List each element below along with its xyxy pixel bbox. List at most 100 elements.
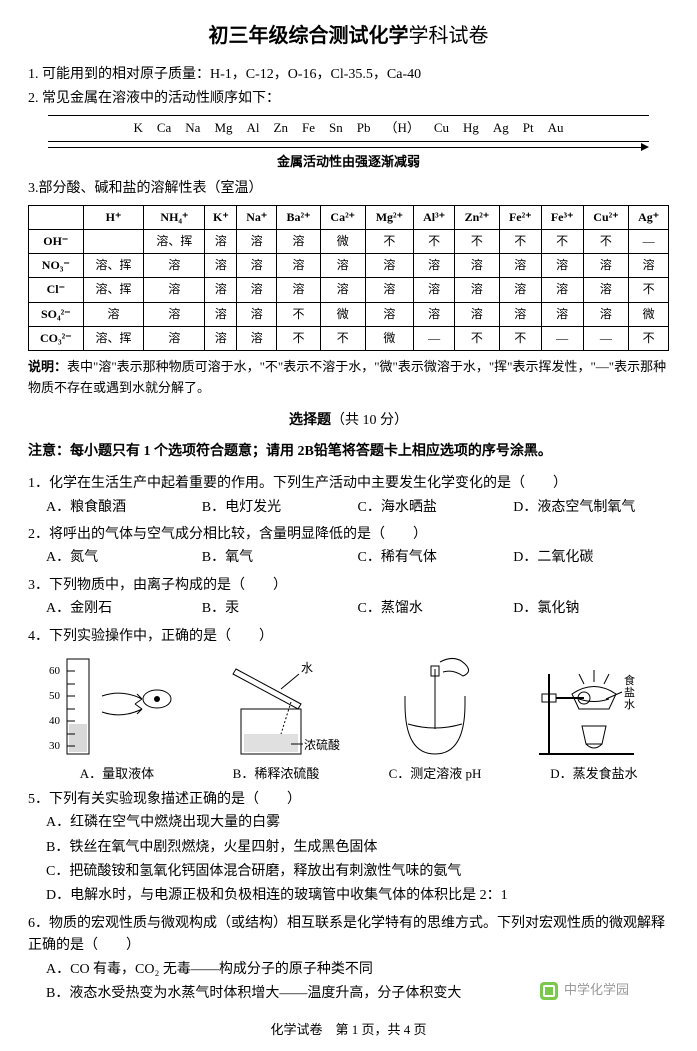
svg-text:浓硫酸: 浓硫酸 (304, 737, 340, 752)
table-cell: 溶 (365, 302, 414, 326)
table-cell: 溶 (541, 254, 583, 278)
svg-text:30: 30 (49, 740, 61, 752)
options: A．红磷在空气中燃烧出现大量的白雾B．铁丝在氧气中剧烈燃烧，火星四射，生成黑色固… (46, 811, 669, 909)
instruction-line: 注意：每小题只有 1 个选项符合题意；请用 2B铅笔将答题卡上相应选项的序号涂黑… (28, 441, 669, 463)
activity-element: Na (185, 118, 200, 139)
table-header-cell: Cu²⁺ (583, 205, 629, 229)
activity-element: Hg (463, 118, 479, 139)
table-cell: 不 (455, 229, 500, 253)
activity-element: Ca (157, 118, 171, 139)
activity-element: Zn (274, 118, 288, 139)
option: D．液态空气制氧气 (513, 496, 669, 520)
activity-element: Au (548, 118, 564, 139)
question-stem: 5．下列有关实验现象描述正确的是（ ） (28, 789, 669, 811)
activity-series-row: KCaNaMgAlZnFeSnPb（H）CuHgAgPtAu (48, 115, 649, 142)
table-cell: 溶 (237, 254, 277, 278)
option: B．电灯发光 (202, 496, 358, 520)
question-stem: 2．将呼出的气体与空气成分相比较，含量明显降低的是（ ） (28, 524, 669, 546)
table-header-cell: Zn²⁺ (455, 205, 500, 229)
options: A．氮气B．氧气C．稀有气体D．二氧化碳 (46, 546, 669, 570)
table-cell: 溶 (583, 254, 629, 278)
table-cell: — (541, 326, 583, 350)
table-cell: 不 (541, 229, 583, 253)
table-cell: 溶 (455, 278, 500, 302)
table-cell: CO₃²⁻ (29, 326, 84, 350)
activity-element: Pt (523, 118, 534, 139)
table-header-cell: K⁺ (205, 205, 237, 229)
table-cell: — (583, 326, 629, 350)
table-header-row: H⁺NH₄⁺K⁺Na⁺Ba²⁺Ca²⁺Mg²⁺Al³⁺Zn²⁺Fe²⁺Fe³⁺C… (29, 205, 669, 229)
activity-element: Sn (329, 118, 343, 139)
figure-caption: C．测定溶液 pH (389, 764, 482, 785)
table-cell: 溶 (499, 302, 541, 326)
svg-text:盐: 盐 (624, 686, 635, 699)
option: B．氧气 (202, 546, 358, 570)
activity-element: K (133, 118, 142, 139)
activity-element: Fe (302, 118, 315, 139)
intro-line-2: 2. 常见金属在溶液中的活动性顺序如下： (28, 88, 669, 110)
option: D．氯化钠 (513, 597, 669, 621)
table-row: SO₄²⁻溶溶溶溶不微溶溶溶溶溶溶微 (29, 302, 669, 326)
table-cell: 溶 (583, 278, 629, 302)
option: C．把硫酸铵和氢氧化钙固体混合研磨，释放出有刺激性气味的氨气 (46, 860, 669, 884)
table-cell: 不 (629, 326, 669, 350)
table-cell: 微 (365, 326, 414, 350)
table-cell: 溶 (320, 254, 365, 278)
table-header-cell: H⁺ (83, 205, 144, 229)
page-title: 初三年级综合测试化学学科试卷 (28, 20, 669, 52)
table-cell: 溶 (414, 254, 455, 278)
table-cell: 溶、挥 (83, 326, 144, 350)
question-stem: 4．下列实验操作中，正确的是（ ） (28, 626, 669, 648)
options: A．粮食酿酒B．电灯发光C．海水晒盐D．液态空气制氧气 (46, 496, 669, 520)
option: D．电解水时，与电源正极和负极相连的玻璃管中收集气体的体积比是 2：1 (46, 884, 669, 908)
table-cell: 溶、挥 (144, 229, 205, 253)
question: 2．将呼出的气体与空气成分相比较，含量明显降低的是（ ）A．氮气B．氧气C．稀有… (28, 524, 669, 571)
option: A．CO 有毒，CO₂ 无毒——构成分子的原子种类不同 (46, 958, 669, 982)
option: B．铁丝在氧气中剧烈燃烧，火星四射，生成黑色固体 (46, 836, 669, 860)
table-cell: 溶 (237, 229, 277, 253)
table-cell: 溶 (277, 278, 321, 302)
intro-line-3: 3.部分酸、碱和盐的溶解性表（室温） (28, 178, 669, 200)
table-cell: 不 (455, 326, 500, 350)
figure-b: 水 浓硫酸 B．稀释浓硫酸 (201, 654, 351, 785)
svg-text:水: 水 (624, 698, 635, 711)
wechat-icon (540, 982, 558, 1000)
table-cell: 微 (320, 229, 365, 253)
table-cell: 溶 (144, 278, 205, 302)
table-row: NO₃⁻溶、挥溶溶溶溶溶溶溶溶溶溶溶溶 (29, 254, 669, 278)
table-header-cell: Ca²⁺ (320, 205, 365, 229)
table-cell: 不 (414, 229, 455, 253)
figure-caption: B．稀释浓硫酸 (233, 764, 320, 785)
table-row: CO₃²⁻溶、挥溶溶溶不不微—不不——不 (29, 326, 669, 350)
table-header-cell: Al³⁺ (414, 205, 455, 229)
table-header-cell (29, 205, 84, 229)
question-stem: 3．下列物质中，由离子构成的是（ ） (28, 575, 669, 597)
table-cell: 溶 (205, 302, 237, 326)
table-cell: 不 (583, 229, 629, 253)
table-row: OH⁻溶、挥溶溶溶微不不不不不不— (29, 229, 669, 253)
note-text: 表中"溶"表示那种物质可溶于水，"不"表示不溶于水，"微"表示微溶于水，"挥"表… (28, 359, 666, 395)
figure-caption: A．量取液体 (80, 764, 154, 785)
svg-text:食: 食 (624, 673, 635, 687)
table-cell: 溶、挥 (83, 278, 144, 302)
option: D．二氧化碳 (513, 546, 669, 570)
question-stem: 1．化学在生活生产中起着重要的作用。下列生产活动中主要发生化学变化的是（ ） (28, 473, 669, 495)
activity-element: （H） (384, 118, 419, 139)
table-cell: 微 (629, 302, 669, 326)
table-cell: 溶 (237, 326, 277, 350)
table-header-cell: Mg²⁺ (365, 205, 414, 229)
table-cell: 不 (499, 326, 541, 350)
table-cell: NO₃⁻ (29, 254, 84, 278)
table-cell: 溶 (205, 278, 237, 302)
table-cell: 溶 (455, 302, 500, 326)
option: A．粮食酿酒 (46, 496, 202, 520)
table-cell: 不 (277, 326, 321, 350)
table-cell: 溶 (499, 254, 541, 278)
svg-text:水: 水 (301, 661, 313, 675)
table-cell: 溶 (205, 229, 237, 253)
option: C．蒸馏水 (358, 597, 514, 621)
table-cell: 溶 (541, 302, 583, 326)
table-cell: 溶 (144, 326, 205, 350)
table-cell: 微 (320, 302, 365, 326)
table-cell: 不 (320, 326, 365, 350)
